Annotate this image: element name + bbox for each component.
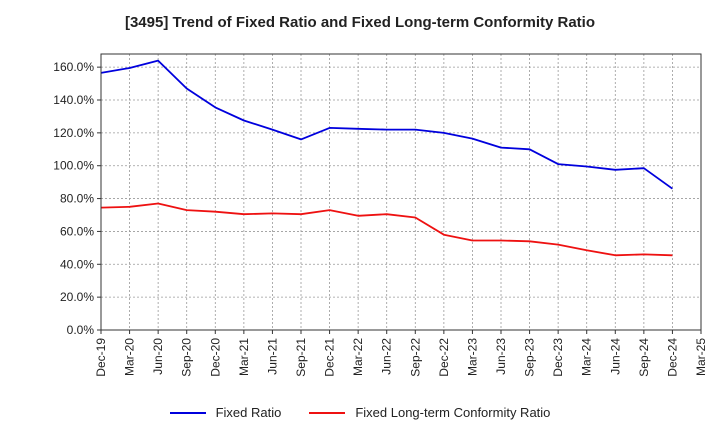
plot-area: [101, 54, 701, 330]
chart-title: [3495] Trend of Fixed Ratio and Fixed Lo…: [124, 14, 596, 31]
x-tick-label: Mar-20: [123, 338, 137, 376]
x-tick-label: Dec-21: [323, 338, 337, 377]
legend-label-fixed-long-term-conformity-ratio: Fixed Long-term Conformity Ratio: [355, 405, 551, 420]
x-tick-label: Mar-21: [237, 338, 251, 376]
x-tick-label: Dec-22: [437, 338, 451, 377]
x-tick-label: Mar-22: [351, 338, 365, 376]
y-tick-label: 120.0%: [53, 126, 94, 140]
x-tick-label: Sep-22: [408, 338, 422, 377]
legend-label-fixed-ratio: Fixed Ratio: [215, 405, 282, 420]
x-tick-label: Jun-24: [608, 338, 622, 375]
x-tick-label: Sep-21: [294, 338, 308, 377]
x-tick-label: Dec-19: [94, 338, 108, 377]
series-line-1: [100, 202, 673, 257]
y-tick-label: 100.0%: [53, 159, 94, 173]
y-tick-label: 160.0%: [53, 60, 94, 74]
x-tick-label: Sep-24: [637, 338, 651, 377]
legend-item-fixed-long-term-conformity-ratio: Fixed Long-term Conformity Ratio: [309, 405, 550, 420]
x-tick-label: Mar-23: [465, 338, 479, 376]
y-tick-label: 140.0%: [53, 93, 94, 107]
x-tick-label: Jun-20: [151, 338, 165, 375]
x-tick-label: Sep-23: [523, 338, 537, 377]
series-lines: [100, 59, 673, 257]
x-axis: Dec-19 Mar-20 Jun-20 Sep-20 Dec-20 Mar-21 Jun-…: [94, 330, 708, 377]
y-tick-label: 20.0%: [60, 290, 94, 304]
y-tick-label: 60.0%: [60, 224, 94, 238]
y-tick-label: 0.0%: [67, 323, 95, 337]
legend: Fixed Ratio Fixed Long-term Conformity R…: [0, 405, 720, 420]
legend-swatch-fixed-ratio: [169, 411, 206, 414]
x-tick-label: Dec-20: [208, 338, 222, 377]
x-tick-label: Mar-24: [580, 338, 594, 376]
x-tick-label: Mar-25: [694, 338, 708, 376]
x-tick-label: Dec-23: [551, 338, 565, 377]
y-tick-label: 80.0%: [60, 192, 94, 206]
x-tick-label: Jun-21: [265, 338, 279, 375]
x-tick-label: Jun-23: [494, 338, 508, 375]
x-tick-label: Jun-22: [380, 338, 394, 375]
series-line-0: [100, 59, 673, 190]
x-tick-label: Sep-20: [180, 338, 194, 377]
legend-swatch-fixed-long-term-conformity-ratio: [309, 411, 346, 414]
x-tick-label: Dec-24: [665, 338, 679, 377]
grid-lines: [101, 54, 701, 331]
plot-frame: [100, 53, 702, 331]
legend-item-fixed-ratio: Fixed Ratio: [169, 405, 282, 420]
y-axis: 0.0% 20.0% 40.0% 60.0% 80.0% 100.0% 120.0% 140.…: [53, 60, 101, 337]
y-tick-label: 40.0%: [60, 257, 94, 271]
